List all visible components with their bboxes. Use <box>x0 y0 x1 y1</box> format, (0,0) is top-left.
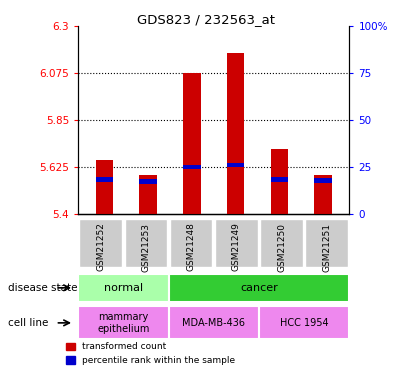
Text: GSM21248: GSM21248 <box>187 223 196 272</box>
Text: GSM21250: GSM21250 <box>277 223 286 272</box>
Bar <box>260 219 303 267</box>
Bar <box>78 274 169 302</box>
Bar <box>170 219 212 267</box>
Bar <box>96 160 113 214</box>
Bar <box>169 274 349 302</box>
Bar <box>139 179 157 184</box>
Legend: transformed count, percentile rank within the sample: transformed count, percentile rank withi… <box>62 339 239 369</box>
Bar <box>314 178 332 183</box>
Text: HCC 1954: HCC 1954 <box>280 318 328 328</box>
Bar <box>215 219 258 267</box>
Bar <box>270 149 288 214</box>
Bar <box>227 53 245 214</box>
Text: GDS823 / 232563_at: GDS823 / 232563_at <box>136 13 275 26</box>
Text: cancer: cancer <box>240 283 278 293</box>
Text: MDA-MB-436: MDA-MB-436 <box>182 318 245 328</box>
Bar <box>125 219 167 267</box>
Bar <box>139 175 157 214</box>
Bar <box>78 306 169 339</box>
Bar <box>169 306 259 339</box>
Text: GSM21253: GSM21253 <box>141 223 150 272</box>
Bar <box>314 175 332 214</box>
Bar <box>259 306 349 339</box>
Text: disease state: disease state <box>8 283 78 293</box>
Bar <box>270 177 288 182</box>
Text: GSM21249: GSM21249 <box>232 223 241 272</box>
Text: normal: normal <box>104 283 143 293</box>
Text: GSM21252: GSM21252 <box>96 223 105 272</box>
Bar <box>183 165 201 169</box>
Text: GSM21251: GSM21251 <box>322 223 331 272</box>
Text: cell line: cell line <box>8 318 48 328</box>
Bar <box>183 73 201 214</box>
Bar <box>79 219 122 267</box>
Text: mammary
epithelium: mammary epithelium <box>97 312 150 334</box>
Bar <box>305 219 348 267</box>
Bar <box>227 162 245 167</box>
Bar <box>96 177 113 182</box>
